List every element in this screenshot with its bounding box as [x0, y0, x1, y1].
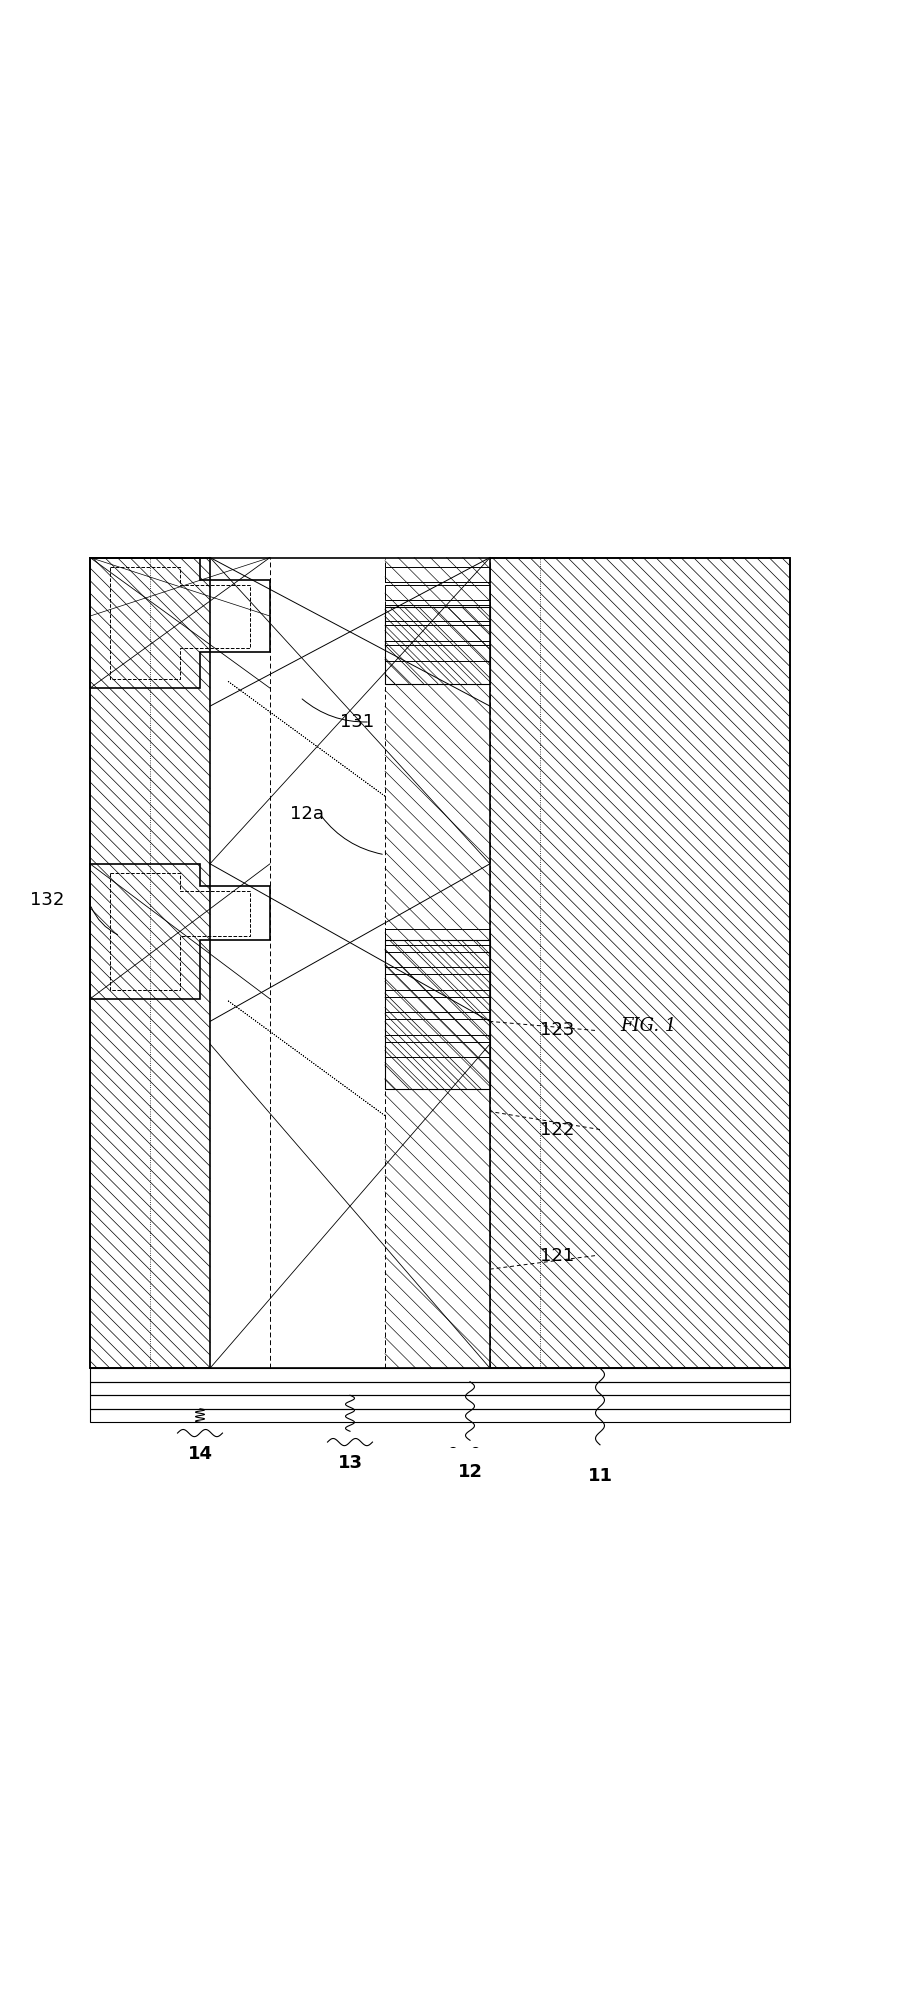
Bar	[385, 567, 490, 583]
Text: FIG. 1: FIG. 1	[620, 1016, 676, 1034]
Text: 132: 132	[30, 890, 65, 908]
Bar	[385, 1020, 490, 1036]
Bar	[385, 974, 490, 990]
Bar	[385, 952, 490, 968]
Bar	[385, 940, 490, 1090]
Text: 123: 123	[540, 1022, 574, 1040]
Text: 131: 131	[340, 713, 374, 731]
Text: 13: 13	[337, 1453, 362, 1471]
Bar	[90, 1395, 790, 1409]
Bar	[385, 605, 490, 621]
Bar	[385, 1042, 490, 1058]
Bar	[385, 645, 490, 661]
Bar	[90, 557, 210, 1367]
Text: 122: 122	[540, 1120, 574, 1138]
Bar	[385, 928, 490, 944]
Text: 121: 121	[540, 1248, 574, 1265]
Bar	[90, 1409, 790, 1423]
Bar	[490, 557, 790, 1367]
Text: 12a: 12a	[290, 804, 324, 822]
Bar	[385, 585, 490, 601]
Text: 14: 14	[188, 1445, 212, 1463]
Bar	[385, 996, 490, 1012]
Bar	[385, 625, 490, 641]
Text: 12: 12	[458, 1463, 483, 1481]
Bar	[90, 1367, 790, 1381]
Bar	[385, 607, 490, 683]
Bar	[90, 557, 790, 1367]
Text: 11: 11	[588, 1467, 612, 1485]
Bar	[90, 1381, 790, 1395]
